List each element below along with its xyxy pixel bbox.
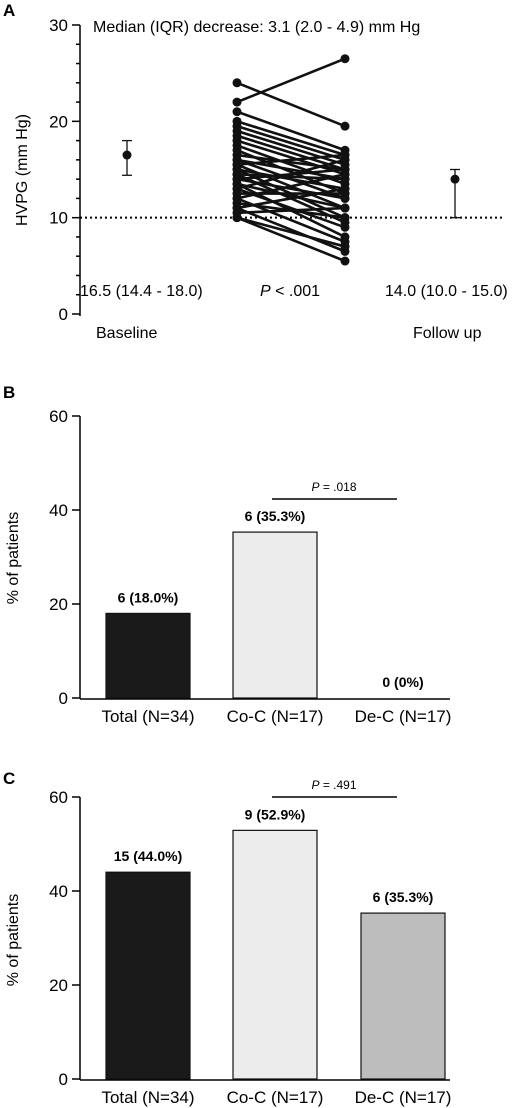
followup-point: [340, 54, 350, 64]
patient-line: [236, 57, 346, 104]
y-tick-label: 20: [49, 595, 68, 614]
patient-line: [236, 124, 346, 162]
followup-point: [340, 184, 350, 194]
y-tick-label: 20: [49, 112, 68, 131]
p-value-text: < .001: [271, 283, 320, 300]
patient-line: [236, 139, 346, 176]
y-tick-label: 40: [49, 882, 68, 901]
p-prefix: P: [311, 480, 319, 494]
panel-a-y-ticks: 0 10 20 30: [49, 16, 80, 324]
panel-c-letter: C: [3, 769, 15, 788]
panel-c: C 0 20 40 60 % of patients 15 (44.0%) Total …: [3, 769, 451, 1107]
y-tick-label: 0: [59, 1070, 68, 1089]
x-category-label: Total (N=34): [101, 707, 194, 726]
baseline-point: [232, 213, 242, 223]
followup-point: [340, 121, 350, 131]
patient-line: [236, 110, 346, 152]
x-category-baseline: Baseline: [96, 325, 157, 342]
bar-value-label: 6 (18.0%): [118, 589, 179, 605]
baseline-summary-label: 16.5 (14.4 - 18.0): [80, 283, 203, 300]
x-category-label: De-C (N=17): [355, 1088, 452, 1107]
x-category-label: Co-C (N=17): [227, 1088, 324, 1107]
x-category-label: Total (N=34): [101, 1088, 194, 1107]
followup-summary: [450, 168, 460, 219]
followup-point: [340, 169, 350, 179]
bar: [360, 912, 446, 1080]
y-tick-label: 60: [49, 407, 68, 426]
panel-a-y-minor-ticks: [76, 43, 80, 296]
baseline-summary: [122, 139, 132, 176]
median-point: [122, 150, 132, 160]
y-tick-label: 40: [49, 501, 68, 520]
y-tick-label: 30: [49, 16, 68, 35]
panel-a-letter: A: [3, 1, 15, 20]
x-category-label: De-C (N=17): [355, 707, 452, 726]
baseline-point: [232, 107, 242, 117]
panel-c-y-ticks: 0 20 40 60: [49, 788, 80, 1089]
p-prefix: P: [260, 283, 271, 300]
median-point: [450, 174, 460, 184]
patient-line: [236, 182, 346, 210]
patient-line: [236, 216, 346, 263]
followup-point: [340, 155, 350, 165]
bar: [105, 612, 191, 699]
y-tick-label: 60: [49, 788, 68, 807]
panel-a: A 0 10 20 30 HVPG (mm Hg) Median (IQR) decr…: [3, 1, 508, 342]
panel-a-p-value: P < .001: [260, 283, 320, 300]
followup-summary-label: 14.0 (10.0 - 15.0): [385, 283, 508, 300]
panel-b-y-label: % of patients: [5, 512, 22, 605]
panel-b-p-value: P = .018: [311, 480, 356, 494]
panel-b-y-ticks: 0 20 40 60: [49, 407, 80, 708]
patient-line: [236, 206, 346, 215]
bar: [232, 531, 318, 699]
followup-point: [340, 222, 350, 232]
patient-line: [236, 81, 346, 128]
bar-value-label: 0 (0%): [382, 674, 423, 690]
y-tick-label: 20: [49, 976, 68, 995]
followup-point: [340, 256, 350, 266]
panel-b-letter: B: [3, 383, 15, 402]
patient-line: [236, 120, 346, 157]
panel-a-title: Median (IQR) decrease: 3.1 (2.0 - 4.9) m…: [93, 19, 420, 36]
bar: [105, 871, 191, 1080]
patient-line: [236, 129, 346, 166]
x-category-followup: Follow up: [413, 325, 482, 342]
x-category-label: Co-C (N=17): [227, 707, 324, 726]
bar-value-label: 6 (35.3%): [373, 889, 434, 905]
bar-value-label: 6 (35.3%): [245, 508, 306, 524]
y-tick-label: 0: [59, 689, 68, 708]
panel-c-bars: 15 (44.0%) Total (N=34) 9 (52.9%) Co-C (N=1…: [101, 806, 451, 1107]
patient-line: [236, 206, 346, 253]
p-prefix: P: [311, 778, 319, 792]
patient-line: [236, 153, 346, 171]
patient-line: [236, 153, 346, 166]
baseline-point: [232, 78, 242, 88]
bar: [232, 829, 318, 1080]
panel-b-bars: 6 (18.0%) Total (N=34) 6 (35.3%) Co-C (N=17…: [101, 508, 451, 726]
patient-line: [236, 158, 346, 191]
patient-line: [236, 187, 346, 210]
p-value-text: = .018: [319, 480, 356, 494]
p-value-text: = .491: [319, 778, 356, 792]
followup-point: [340, 242, 350, 252]
bar-value-label: 15 (44.0%): [114, 848, 182, 864]
y-tick-label: 0: [59, 305, 68, 324]
panel-c-p-value: P = .491: [311, 778, 356, 792]
bar-value-label: 9 (52.9%): [245, 806, 306, 822]
patient-line: [236, 168, 346, 191]
followup-point: [340, 213, 350, 223]
y-tick-label: 10: [49, 209, 68, 228]
panel-c-y-label: % of patients: [5, 894, 22, 987]
baseline-point: [232, 97, 242, 107]
patient-line: [236, 173, 346, 200]
panel-a-y-label: HVPG (mm Hg): [14, 114, 31, 226]
patient-line: [236, 177, 346, 200]
summary-points: [122, 139, 460, 219]
followup-point: [340, 203, 350, 213]
patient-line: [236, 216, 346, 248]
paired-lines: [232, 54, 350, 266]
panel-b: B 0 20 40 60 % of patients 6 (18.0%) Total (…: [3, 383, 451, 726]
